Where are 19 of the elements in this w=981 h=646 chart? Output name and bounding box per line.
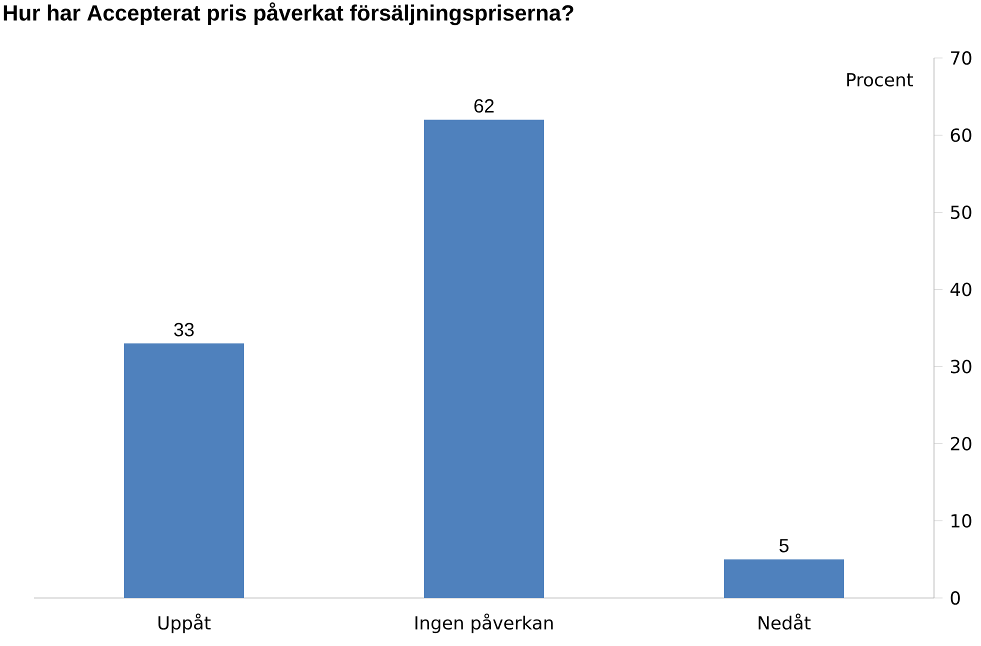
- x-tick-label: Ingen påverkan: [416, 614, 553, 634]
- data-label: 62: [474, 99, 494, 113]
- y-axis-title: Procent: [847, 73, 914, 87]
- x-tick-label: Uppåt: [158, 614, 211, 634]
- y-tick-label: 20: [950, 436, 972, 451]
- x-tick-label: Nedåt: [758, 614, 811, 630]
- y-tick-label: 50: [950, 205, 972, 220]
- y-tick-label: 30: [950, 360, 972, 374]
- bar: [124, 343, 244, 598]
- y-tick-label: 40: [950, 282, 972, 296]
- bar: [424, 120, 544, 598]
- chart-title: Hur har Accepterat pris påverkat försäljningspriserna?: [4, 2, 574, 26]
- y-tick-label: 70: [951, 51, 972, 65]
- bar: [724, 559, 844, 598]
- y-tick-label: 60: [950, 128, 972, 142]
- data-label: 5: [779, 539, 789, 552]
- data-label: 33: [174, 322, 194, 336]
- y-tick-label: 10: [952, 514, 972, 528]
- y-tick-label: 0: [950, 591, 960, 605]
